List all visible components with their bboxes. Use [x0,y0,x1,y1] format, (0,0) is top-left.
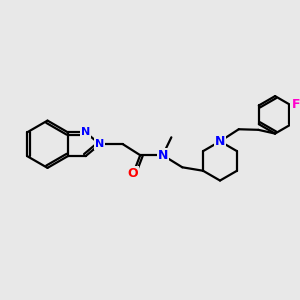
Text: N: N [215,135,225,148]
Text: F: F [292,98,300,110]
Text: N: N [158,149,168,162]
Text: N: N [95,139,104,149]
Text: N: N [81,128,90,137]
Text: O: O [128,167,138,180]
